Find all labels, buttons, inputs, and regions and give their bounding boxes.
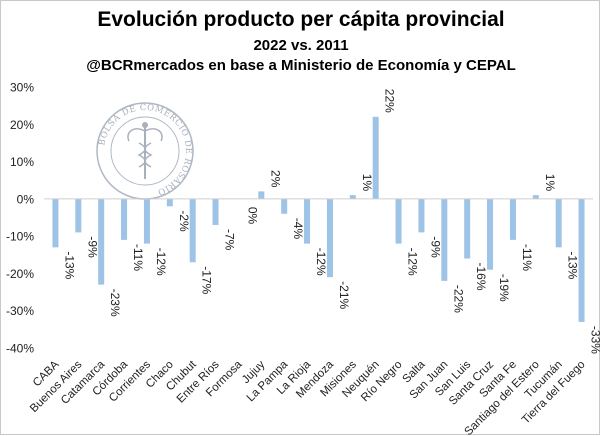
data-label: -22% — [451, 285, 465, 313]
data-label: 1% — [360, 174, 374, 192]
data-label: -23% — [108, 289, 122, 317]
data-label: -2% — [177, 210, 191, 232]
bar — [396, 199, 402, 244]
data-label: -11% — [520, 244, 534, 271]
bar — [350, 195, 356, 199]
bar — [556, 199, 562, 247]
data-label: 0% — [245, 207, 259, 225]
data-label: -13% — [566, 251, 580, 279]
bar — [487, 199, 493, 270]
y-tick-label: 0% — [17, 192, 35, 206]
data-label: -11% — [131, 244, 145, 271]
data-label: -9% — [85, 236, 99, 258]
bar — [213, 199, 219, 225]
data-label: -4% — [291, 218, 305, 240]
data-label: -17% — [200, 266, 214, 294]
bar — [464, 199, 470, 259]
data-label: 1% — [543, 174, 557, 192]
y-tick-label: 10% — [10, 155, 34, 169]
data-label: -7% — [223, 229, 237, 251]
bar — [510, 199, 516, 240]
data-label: -12% — [314, 248, 328, 276]
data-label: -16% — [474, 263, 488, 291]
y-tick-label: -30% — [6, 304, 34, 318]
bar — [258, 191, 264, 198]
data-label: -21% — [337, 281, 351, 309]
bar — [533, 195, 539, 199]
bar — [121, 199, 127, 240]
data-label: -12% — [406, 248, 420, 276]
data-label: -33% — [589, 326, 600, 354]
bar — [75, 199, 81, 233]
bar — [418, 199, 424, 233]
bar — [144, 199, 150, 244]
data-label: 2% — [268, 170, 282, 188]
y-tick-label: -10% — [6, 230, 34, 244]
bar — [281, 199, 287, 214]
data-label: 22% — [383, 89, 397, 113]
y-tick-label: 20% — [10, 118, 34, 132]
data-label: -12% — [154, 248, 168, 276]
data-label: -19% — [497, 274, 511, 302]
data-label: -13% — [62, 251, 76, 279]
y-tick-label: -20% — [6, 267, 34, 281]
bar — [167, 199, 173, 206]
y-axis: 30% 20% 10% 0% -10% -20% -30% -40% — [6, 81, 34, 356]
bar — [52, 199, 58, 247]
y-tick-label: 30% — [10, 81, 34, 95]
data-label: -9% — [428, 236, 442, 258]
y-tick-label: -40% — [6, 342, 34, 356]
